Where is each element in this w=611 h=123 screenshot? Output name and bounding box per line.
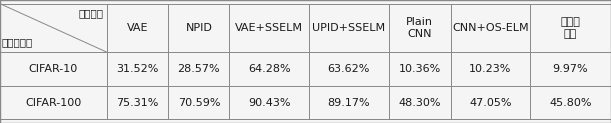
Text: 47.05%: 47.05% <box>469 98 511 108</box>
Text: CIFAR-10: CIFAR-10 <box>29 64 78 74</box>
Text: 数据库名称: 数据库名称 <box>2 37 33 47</box>
Text: CNN+OS-ELM: CNN+OS-ELM <box>452 23 529 33</box>
Text: 90.43%: 90.43% <box>248 98 290 108</box>
Text: 75.31%: 75.31% <box>117 98 159 108</box>
Text: VAE: VAE <box>127 23 148 33</box>
Text: 63.62%: 63.62% <box>327 64 370 74</box>
Text: 方法名称: 方法名称 <box>79 9 104 19</box>
Text: 10.36%: 10.36% <box>398 64 441 74</box>
Text: 10.23%: 10.23% <box>469 64 511 74</box>
Text: 31.52%: 31.52% <box>117 64 159 74</box>
Text: 本发明
方法: 本发明 方法 <box>560 17 580 39</box>
Text: UPID+SSELM: UPID+SSELM <box>312 23 386 33</box>
Text: 70.59%: 70.59% <box>178 98 220 108</box>
Text: 64.28%: 64.28% <box>248 64 291 74</box>
Text: 45.80%: 45.80% <box>549 98 592 108</box>
Text: 9.97%: 9.97% <box>553 64 588 74</box>
Text: Plain
CNN: Plain CNN <box>406 17 433 39</box>
Text: 89.17%: 89.17% <box>327 98 370 108</box>
Text: 48.30%: 48.30% <box>398 98 441 108</box>
Text: 28.57%: 28.57% <box>178 64 220 74</box>
Text: VAE+SSELM: VAE+SSELM <box>235 23 303 33</box>
Text: CIFAR-100: CIFAR-100 <box>26 98 82 108</box>
Text: NPID: NPID <box>185 23 212 33</box>
